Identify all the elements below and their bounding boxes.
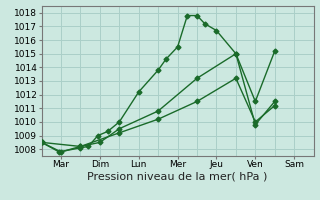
- X-axis label: Pression niveau de la mer( hPa ): Pression niveau de la mer( hPa ): [87, 172, 268, 182]
